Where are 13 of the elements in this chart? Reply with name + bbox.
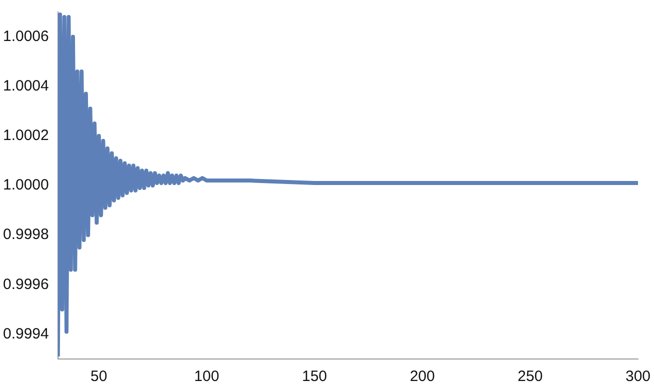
x-tick-label: 50 [90, 368, 108, 386]
x-tick-label: 150 [302, 368, 328, 386]
y-tick-label: 1.0006 [2, 28, 49, 45]
y-tick-label: 0.9994 [2, 325, 49, 342]
y-tick-label: 1.0002 [2, 127, 49, 144]
x-tick-label: 200 [410, 368, 435, 386]
y-tick-label: 1.0000 [2, 176, 49, 194]
x-tick-label: 300 [625, 368, 651, 386]
y-tick-label: 0.9998 [2, 226, 49, 244]
y-tick-label: 0.9996 [2, 276, 49, 293]
x-tick-label: 250 [518, 368, 543, 386]
y-tick-label: 1.0004 [2, 78, 49, 94]
x-tick-label: 100 [194, 368, 220, 386]
